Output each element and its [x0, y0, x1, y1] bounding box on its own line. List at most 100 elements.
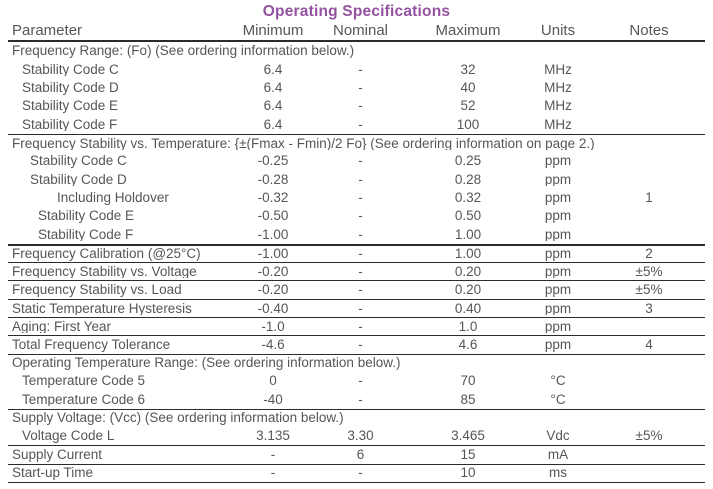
section-label: Frequency Stability vs. Temperature: {±(… — [12, 136, 595, 151]
maximum-cell: 0.20 — [454, 264, 482, 279]
spec-row: Including Holdover -0.32-0.32 ppm 1 — [8, 189, 705, 207]
column-header-parameter: Parameter — [12, 22, 83, 39]
parameter-cell: Frequency Stability vs. Load — [12, 283, 182, 297]
column-header-maximum: Maximum — [435, 22, 501, 39]
notes-cell: ±5% — [635, 264, 663, 279]
parameter-cell: Total Frequency Tolerance — [12, 338, 171, 352]
nominal-cell: - — [358, 319, 363, 334]
minimum-cell: -1.0 — [261, 319, 285, 334]
minimum-cell: -40 — [263, 392, 283, 407]
minimum-cell: 6.4 — [263, 62, 283, 77]
minimum-cell: -0.28 — [257, 172, 289, 187]
spec-row: Stability Code F 6.4 - 100 MHz — [8, 115, 705, 133]
parameter-cell: Static Temperature Hysteresis — [12, 301, 192, 315]
section-header-row: Supply Voltage: (Vcc) (See ordering info… — [8, 408, 705, 427]
spec-row: Stability Code C 6.4 - 32 MHz — [8, 60, 705, 78]
spec-row: Stability Code D -0.28-0.28 ppm — [8, 170, 705, 188]
minimum-cell: - — [270, 448, 276, 462]
spec-row: Frequency Stability vs. Voltage -0.20-0.2… — [8, 261, 705, 280]
minimum-cell: -0.20 — [257, 283, 289, 297]
nominal-cell: - — [358, 227, 363, 242]
maximum-cell: 0.50 — [454, 209, 482, 223]
table-header-row: Parameter Minimum Nominal Maximum Units … — [8, 21, 705, 42]
parameter-cell: Stability Code D — [22, 81, 119, 95]
notes-cell: 2 — [645, 247, 653, 261]
units-cell: ms — [549, 466, 567, 480]
minimum-cell: 6.4 — [263, 117, 283, 132]
column-header-notes: Notes — [629, 22, 669, 39]
units-cell: Vdc — [546, 429, 570, 443]
maximum-cell: 0.40 — [454, 301, 482, 315]
maximum-cell: 32 — [460, 62, 476, 77]
nominal-cell: - — [358, 301, 363, 315]
minimum-cell: -0.40 — [257, 301, 289, 315]
units-cell: MHz — [544, 117, 572, 132]
maximum-cell: 10 — [460, 466, 476, 480]
units-cell: ppm — [544, 227, 572, 242]
maximum-cell: 0.25 — [454, 154, 482, 168]
nominal-cell: 3.30 — [347, 429, 374, 443]
parameter-cell: Stability Code C — [22, 62, 119, 77]
section-header-row: Frequency Stability vs. Temperature: {±(… — [8, 133, 705, 152]
spec-row: Temperature Code 5 0 - 70 °C — [8, 372, 705, 390]
maximum-cell: 52 — [460, 99, 476, 113]
parameter-cell: Voltage Code L — [22, 429, 115, 443]
nominal-cell: - — [358, 81, 363, 95]
units-cell: ppm — [544, 301, 572, 315]
nominal-cell: - — [358, 99, 363, 113]
parameter-cell: Temperature Code 5 — [22, 374, 146, 388]
maximum-cell: 3.465 — [451, 429, 485, 443]
nominal-cell: - — [358, 117, 363, 132]
nominal-cell: - — [358, 264, 363, 279]
notes-cell: ±5% — [635, 429, 663, 443]
units-cell: MHz — [544, 62, 572, 77]
spec-row: Start-up Time - - 10 ms — [8, 463, 705, 482]
column-header-units: Units — [540, 22, 576, 39]
maximum-cell: 0.28 — [454, 172, 482, 187]
parameter-cell: Frequency Stability vs. Voltage — [12, 264, 197, 279]
notes-cell: 3 — [645, 301, 653, 315]
parameter-cell: Stability Code C — [30, 154, 127, 168]
maximum-cell: 1.00 — [454, 247, 482, 261]
notes-cell: 1 — [645, 191, 653, 205]
nominal-cell: - — [358, 283, 363, 297]
nominal-cell: - — [358, 154, 363, 168]
units-cell: ppm — [544, 319, 572, 334]
spec-row: Voltage Code L 3.135 3.30 3.465 Vdc ±5% — [8, 427, 705, 445]
page-title: Operating Specifications — [262, 3, 451, 20]
parameter-cell: Supply Current — [12, 448, 103, 462]
units-cell: ppm — [544, 338, 572, 352]
spec-row: Supply Current - 6 15 mA — [8, 445, 705, 463]
nominal-cell: - — [358, 172, 363, 187]
maximum-cell: 1.0 — [458, 319, 478, 334]
minimum-cell: -1.00 — [257, 227, 289, 242]
units-cell: MHz — [544, 99, 572, 113]
nominal-cell: - — [358, 392, 363, 407]
nominal-cell: - — [358, 247, 363, 261]
parameter-cell: Including Holdover — [57, 191, 169, 205]
spec-row: Frequency Stability vs. Load -0.20-0.20 pp… — [8, 280, 705, 298]
minimum-cell: 3.135 — [256, 429, 290, 443]
section-label: Operating Temperature Range: (See orderi… — [12, 356, 401, 370]
notes-cell: ±5% — [635, 283, 663, 297]
maximum-cell: 15 — [460, 448, 476, 462]
parameter-cell: Start-up Time — [12, 466, 94, 480]
units-cell: ppm — [544, 283, 572, 297]
units-cell: ppm — [544, 191, 572, 205]
spec-row: Temperature Code 6 -40 - 85 °C — [8, 390, 705, 408]
units-cell: ppm — [544, 264, 572, 279]
minimum-cell: 0 — [269, 374, 277, 388]
maximum-cell: 40 — [460, 81, 476, 95]
nominal-cell: 6 — [356, 448, 365, 462]
minimum-cell: -0.20 — [257, 264, 289, 279]
section-label: Frequency Range: (Fo) (See ordering info… — [12, 44, 355, 58]
spec-row: Stability Code C -0.25-0.25 ppm — [8, 152, 705, 170]
parameter-cell: Temperature Code 6 — [22, 392, 146, 407]
section-header-row: Frequency Range: (Fo) (See ordering info… — [8, 42, 705, 60]
parameter-cell: Stability Code E — [22, 99, 119, 113]
units-cell: °C — [550, 374, 566, 388]
maximum-cell: 85 — [460, 392, 476, 407]
spec-row: Frequency Calibration (@25°C) -1.00-1.00 p… — [8, 243, 705, 262]
parameter-cell: Aging: First Year — [12, 319, 112, 334]
units-cell: °C — [550, 392, 566, 407]
